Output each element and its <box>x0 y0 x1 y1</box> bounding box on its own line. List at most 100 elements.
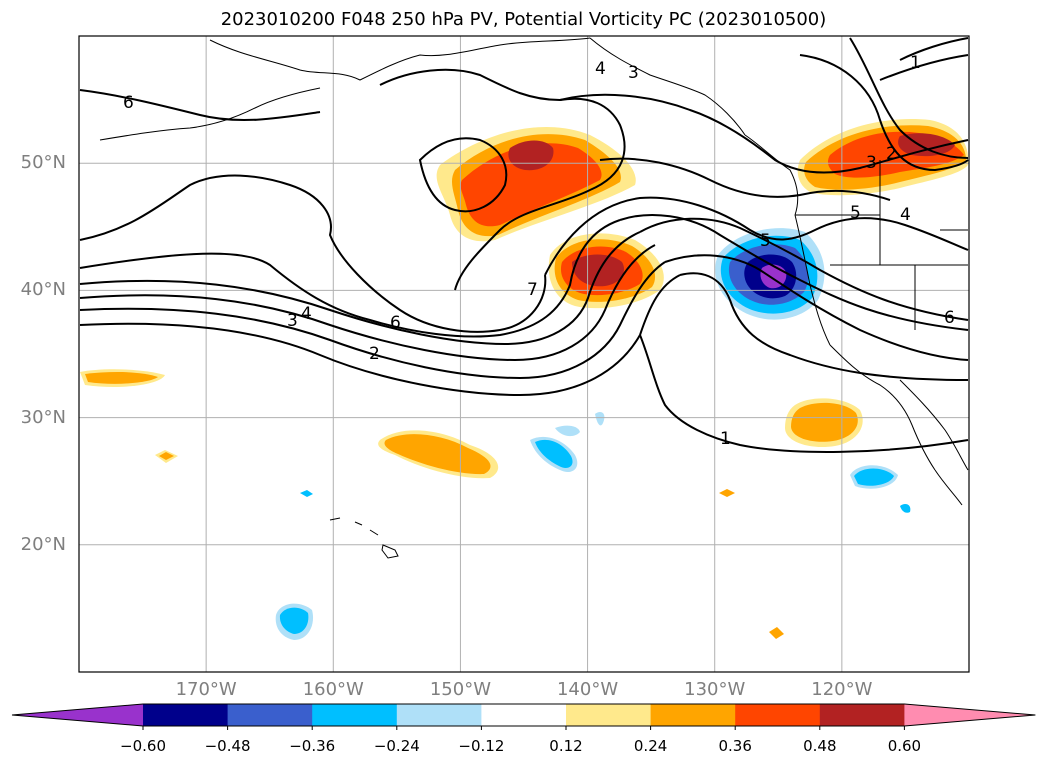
lat-tick-label: 50°N <box>20 152 66 174</box>
contour-label: 5 <box>760 231 771 251</box>
lon-tick-label: 140°W <box>556 679 619 700</box>
colorbar-tick-label: 0.48 <box>803 737 837 755</box>
pv-contours <box>79 37 969 453</box>
pv-contour-line <box>418 137 508 213</box>
pv-contour-line <box>799 54 969 172</box>
contour-label: 4 <box>595 59 606 79</box>
colorbar-segment <box>312 704 398 726</box>
pv-contour-line <box>679 272 969 381</box>
pv-contour-line <box>639 334 969 453</box>
pv-contour-line <box>599 157 891 201</box>
contour-label: 4 <box>301 304 312 324</box>
pv-negative-region <box>279 607 309 634</box>
pv-contour-line <box>379 68 626 291</box>
colorbar-segment <box>143 704 229 726</box>
coastline-alaska-peninsula <box>99 87 321 141</box>
contour-label: 2 <box>369 344 380 364</box>
pv-negative-region <box>300 490 313 497</box>
pv-contour-line <box>79 244 656 362</box>
colorbar-tick-label: 0.36 <box>718 737 752 755</box>
contour-label: 2 <box>886 144 897 164</box>
colorbar-tick-label: −0.48 <box>204 737 251 755</box>
pv-contour-line <box>79 174 547 333</box>
contour-label: 4 <box>900 205 911 225</box>
contour-label: 1 <box>910 53 921 73</box>
pv-contour-line <box>879 54 969 81</box>
pv-positive-region <box>460 143 602 227</box>
contour-label: 1 <box>720 429 731 449</box>
map-title: 2023010200 F048 250 hPa PV, Potential Vo… <box>220 9 827 30</box>
pv-contour-line <box>849 37 969 159</box>
graticule <box>79 36 969 672</box>
hawaii-islands <box>329 517 399 559</box>
lon-tick-label: 150°W <box>429 679 491 700</box>
pv-contour-line <box>639 217 969 321</box>
pv-negative-region <box>555 425 580 437</box>
contour-label: 3 <box>628 63 639 83</box>
lat-tick-label: 30°N <box>20 406 66 428</box>
pv-contour-line <box>664 254 969 361</box>
pv-contour-line <box>79 261 666 380</box>
contour-labels: 6 4 3 1 2 3 4 5 5 6 7 6 3 4 2 1 <box>123 53 955 449</box>
pv-contour-line <box>544 196 969 276</box>
pv-contour-line <box>899 37 969 61</box>
pv-contour-line <box>79 231 641 346</box>
colorbar-tick-label: 0.60 <box>887 737 922 755</box>
pv-positive-region <box>898 133 955 157</box>
pv-negative-region <box>900 504 911 513</box>
colorbar-tick-label: −0.60 <box>120 737 166 755</box>
colorbar <box>11 703 1036 730</box>
contour-label: 6 <box>390 313 401 333</box>
lon-tick-label: 120°W <box>811 679 873 700</box>
pv-positive-region <box>791 402 858 442</box>
colorbar-tick-label: 0.12 <box>549 737 583 755</box>
colorbar-tick-label: −0.24 <box>373 737 420 755</box>
coastline-alaska <box>209 37 591 81</box>
map-frame <box>78 35 970 673</box>
state-borders <box>795 160 968 330</box>
colorbar-tick-label: −0.36 <box>289 737 336 755</box>
pv-negative-region <box>535 439 573 468</box>
colorbar-segment <box>735 704 821 726</box>
contour-label: 3 <box>866 153 877 173</box>
pv-positive-region <box>719 489 735 497</box>
colorbar-segment <box>481 704 567 726</box>
pv-positive-region <box>572 254 625 287</box>
coastline-gulf-of-alaska <box>589 37 746 136</box>
pv-contour-line <box>79 219 621 338</box>
colorbar-segment <box>650 704 736 726</box>
colorbar-tick-label: −0.12 <box>458 737 505 755</box>
coastlines <box>99 37 969 559</box>
pv-negative-region <box>595 412 605 426</box>
contour-label: 5 <box>850 203 861 223</box>
colorbar-segment <box>819 704 905 726</box>
contour-label: 7 <box>527 280 538 300</box>
pv-positive-region <box>159 452 174 460</box>
lat-tick-label: 40°N <box>20 279 66 301</box>
coastline-british-columbia <box>744 134 799 216</box>
lat-tick-label: 20°N <box>20 533 66 555</box>
map-panel: 6 4 3 1 2 3 4 5 5 6 7 6 3 4 2 1 <box>78 35 970 673</box>
pv-contour-line <box>79 274 681 397</box>
lon-tick-label: 170°W <box>175 679 237 700</box>
pv-positive-region <box>769 627 784 639</box>
pv-contour-line <box>559 93 969 174</box>
coastline-baja <box>899 379 969 506</box>
pv-negative-region <box>854 468 894 486</box>
contour-label: 6 <box>944 308 955 328</box>
colorbar-extend-min <box>12 704 143 726</box>
pv-positive-region <box>384 434 491 475</box>
pv-contour-line <box>79 89 321 121</box>
contour-label: 3 <box>287 311 298 331</box>
colorbar-segment <box>396 704 482 726</box>
lon-tick-label: 130°W <box>684 679 746 700</box>
pv-contour-line <box>619 214 969 331</box>
colorbar-tick-label: 0.24 <box>633 737 668 755</box>
lon-tick-label: 160°W <box>302 679 364 700</box>
colorbar-extend-max <box>904 704 1036 726</box>
pv-positive-region <box>85 372 158 384</box>
contour-label: 6 <box>123 93 134 113</box>
colorbar-segment <box>566 704 652 726</box>
colorbar-segment <box>227 704 313 726</box>
